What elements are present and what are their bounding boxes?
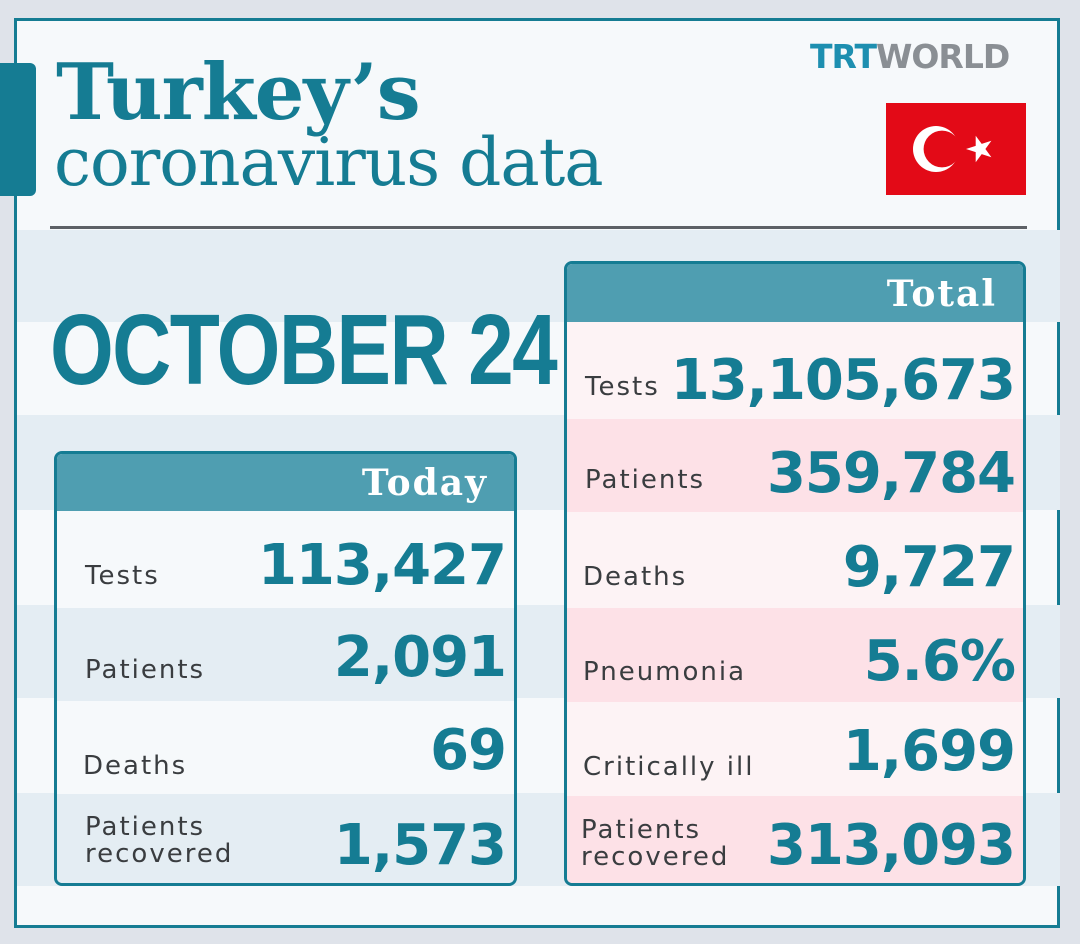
total-row-value: 9,727 (842, 535, 1016, 600)
today-panel: Today Tests 113,427 Patients 2,091 Death… (54, 451, 517, 886)
today-row-recovered: Patients recovered 1,573 (57, 794, 514, 883)
total-row-tests: Tests 13,105,673 (567, 322, 1023, 419)
total-row-value: 5.6% (863, 629, 1016, 694)
title-divider (50, 226, 1027, 229)
logo-world-text: WORLD (875, 37, 1010, 76)
logo-trt-text: TRT (810, 37, 877, 76)
total-row-label: Patients (585, 465, 706, 495)
today-row-value: 69 (430, 718, 507, 783)
total-panel: Total Tests 13,105,673 Patients 359,784 … (564, 261, 1026, 886)
total-row-label: Patients recovered (581, 815, 730, 872)
today-row-label: Deaths (83, 751, 188, 781)
total-header-label: Total (886, 273, 997, 315)
total-row-critically-ill: Critically ill 1,699 (567, 702, 1023, 796)
trt-world-logo: TRTWORLD (810, 37, 1010, 76)
today-row-label: Patients (85, 655, 206, 685)
title-accent-bar (0, 63, 36, 196)
total-row-value: 1,699 (842, 719, 1016, 784)
today-row-label: Patients recovered (85, 812, 234, 869)
today-row-patients: Patients 2,091 (57, 608, 514, 701)
total-row-value: 13,105,673 (670, 348, 1016, 413)
turkey-flag-icon (886, 103, 1026, 195)
page-title: Turkey’s (56, 47, 421, 138)
today-row-label: Tests (85, 561, 160, 591)
page-subtitle: coronavirus data (54, 124, 604, 201)
today-row-value: 113,427 (257, 533, 507, 598)
total-row-patients: Patients 359,784 (567, 419, 1023, 512)
total-row-label: Critically ill (583, 752, 755, 782)
total-row-label: Deaths (583, 562, 688, 592)
today-header-label: Today (361, 462, 488, 504)
total-row-value: 313,093 (766, 813, 1016, 878)
today-row-value: 1,573 (333, 813, 507, 878)
total-row-pneumonia: Pneumonia 5.6% (567, 608, 1023, 702)
today-row-deaths: Deaths 69 (57, 701, 514, 794)
today-row-value: 2,091 (333, 625, 507, 690)
total-row-label: Pneumonia (583, 657, 747, 687)
total-row-label: Tests (585, 372, 660, 402)
today-row-tests: Tests 113,427 (57, 511, 514, 608)
total-row-deaths: Deaths 9,727 (567, 512, 1023, 608)
total-row-value: 359,784 (766, 441, 1016, 506)
total-header: Total (567, 264, 1023, 322)
today-header: Today (57, 454, 514, 511)
total-row-recovered: Patients recovered 313,093 (567, 796, 1023, 883)
date-heading: OCTOBER 24 (50, 294, 558, 406)
